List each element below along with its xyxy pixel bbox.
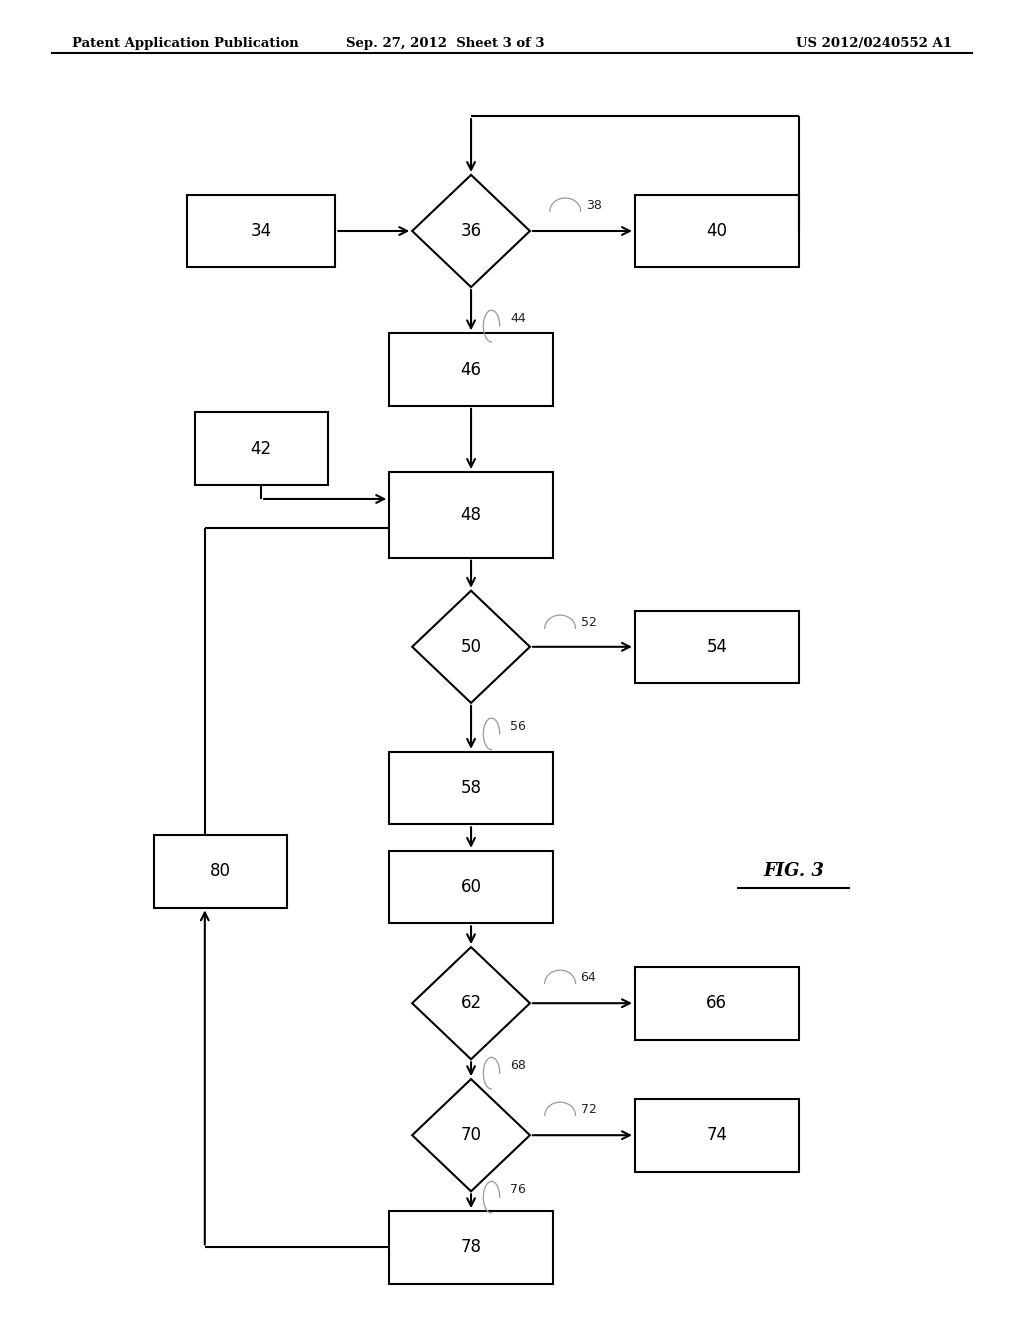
Text: FIG. 3: FIG. 3	[763, 862, 824, 880]
Text: 62: 62	[461, 994, 481, 1012]
Text: 54: 54	[707, 638, 727, 656]
Text: 72: 72	[581, 1102, 597, 1115]
Text: 46: 46	[461, 360, 481, 379]
Polygon shape	[412, 948, 530, 1059]
Text: US 2012/0240552 A1: US 2012/0240552 A1	[797, 37, 952, 50]
Bar	[154, 836, 287, 908]
Bar	[389, 471, 553, 557]
Text: 68: 68	[510, 1059, 526, 1072]
Bar	[389, 752, 553, 824]
Bar	[195, 412, 328, 484]
Bar	[635, 610, 799, 684]
Text: 50: 50	[461, 638, 481, 656]
Text: 66: 66	[707, 994, 727, 1012]
Text: 38: 38	[586, 198, 602, 211]
Text: 78: 78	[461, 1238, 481, 1257]
Bar	[635, 966, 799, 1040]
Bar	[635, 194, 799, 267]
Bar	[389, 1212, 553, 1283]
Text: Sep. 27, 2012  Sheet 3 of 3: Sep. 27, 2012 Sheet 3 of 3	[346, 37, 545, 50]
Polygon shape	[412, 176, 530, 288]
Text: 70: 70	[461, 1126, 481, 1144]
Text: 36: 36	[461, 222, 481, 240]
Bar	[389, 851, 553, 924]
Text: 40: 40	[707, 222, 727, 240]
Bar	[389, 333, 553, 407]
Text: 44: 44	[510, 312, 525, 325]
Text: 58: 58	[461, 779, 481, 797]
Text: 42: 42	[251, 440, 271, 458]
Text: 34: 34	[251, 222, 271, 240]
Text: Patent Application Publication: Patent Application Publication	[72, 37, 298, 50]
Text: 76: 76	[510, 1183, 526, 1196]
Polygon shape	[412, 591, 530, 702]
Polygon shape	[412, 1080, 530, 1191]
Text: 48: 48	[461, 506, 481, 524]
Text: 60: 60	[461, 878, 481, 896]
Text: 64: 64	[581, 970, 596, 983]
Bar	[186, 194, 336, 267]
Bar	[635, 1098, 799, 1172]
Text: 56: 56	[510, 719, 526, 733]
Text: 52: 52	[581, 615, 597, 628]
Text: 80: 80	[210, 862, 230, 880]
Text: 74: 74	[707, 1126, 727, 1144]
